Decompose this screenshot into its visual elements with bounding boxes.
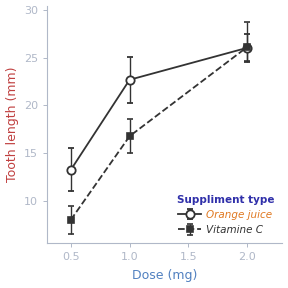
Legend: Orange juice, Vitamine C: Orange juice, Vitamine C — [173, 192, 277, 238]
X-axis label: Dose (mg): Dose (mg) — [132, 270, 198, 283]
Y-axis label: Tooth length (mm): Tooth length (mm) — [5, 67, 18, 182]
